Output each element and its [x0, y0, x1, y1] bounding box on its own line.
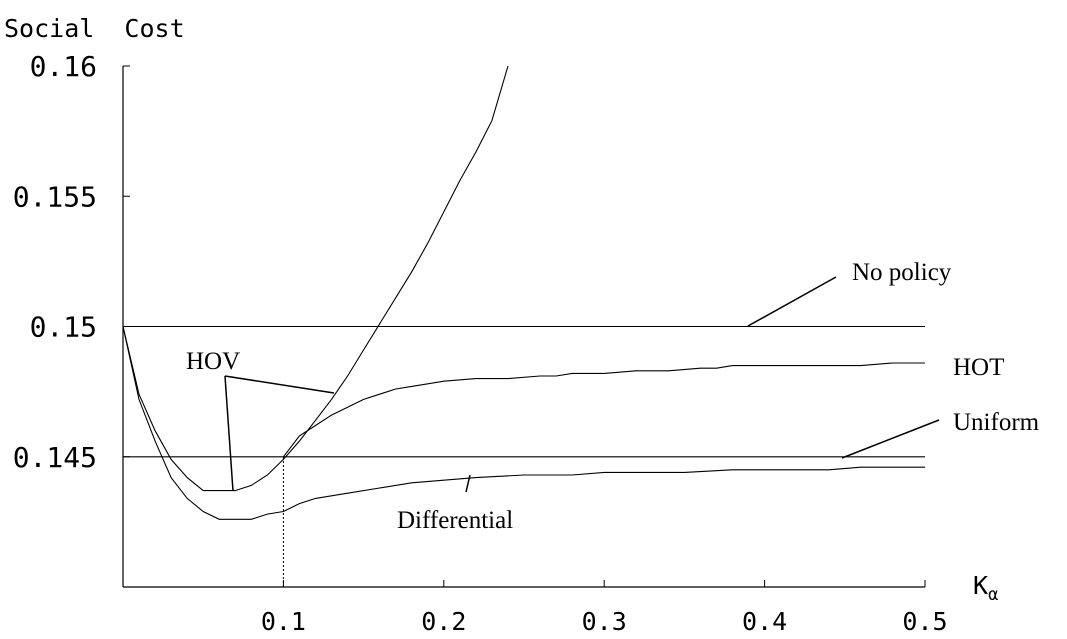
y-tick-label: 0.155	[13, 180, 97, 213]
x-tick-label: 0.4	[742, 607, 787, 636]
label-no-policy: No policy	[852, 259, 952, 286]
series-line-hot	[282, 362, 925, 458]
y-tick-label: 0.15	[30, 311, 97, 344]
x-tick-label: 0.5	[902, 607, 947, 636]
hov-leader-1	[224, 375, 335, 394]
x-axis-title: Kα	[973, 571, 998, 605]
uniform-leader	[841, 419, 940, 459]
x-tick-label: 0.3	[582, 607, 627, 636]
label-differential: Differential	[397, 507, 513, 534]
x-axis-title-subscript: α	[988, 585, 998, 605]
y-tick-label: 0.145	[13, 441, 97, 474]
x-tick-label: 0.1	[261, 607, 306, 636]
y-tick-label: 0.16	[30, 50, 97, 83]
label-uniform: Uniform	[953, 409, 1040, 436]
differential-leader	[465, 474, 471, 493]
x-tick-label: 0.2	[421, 607, 466, 636]
series-line-differential	[122, 326, 925, 520]
y-axis-title: Social Cost	[4, 14, 185, 43]
label-hot: HOT	[953, 354, 1004, 381]
hov-leader-2	[224, 375, 234, 492]
axis-ticks: 0.1 0.2 0.3 0.4 0.5 0.145 0.15 0.155 0.16	[13, 50, 948, 636]
series-line-hov	[122, 65, 509, 492]
series-lines	[122, 65, 925, 520]
x-axis-title-main: K	[973, 571, 988, 600]
label-hov: HOV	[186, 348, 240, 375]
no-policy-leader	[747, 276, 837, 327]
